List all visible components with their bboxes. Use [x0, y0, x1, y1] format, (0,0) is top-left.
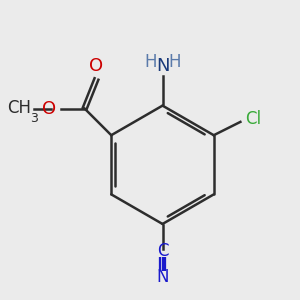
Text: N: N: [156, 268, 169, 286]
Text: 3: 3: [30, 112, 38, 125]
Text: O: O: [42, 100, 56, 118]
Text: CH: CH: [7, 99, 31, 117]
Text: H: H: [168, 53, 181, 71]
Text: N: N: [156, 57, 169, 75]
Text: O: O: [89, 57, 103, 75]
Text: C: C: [157, 242, 168, 260]
Text: H: H: [144, 53, 157, 71]
Text: Cl: Cl: [245, 110, 261, 128]
